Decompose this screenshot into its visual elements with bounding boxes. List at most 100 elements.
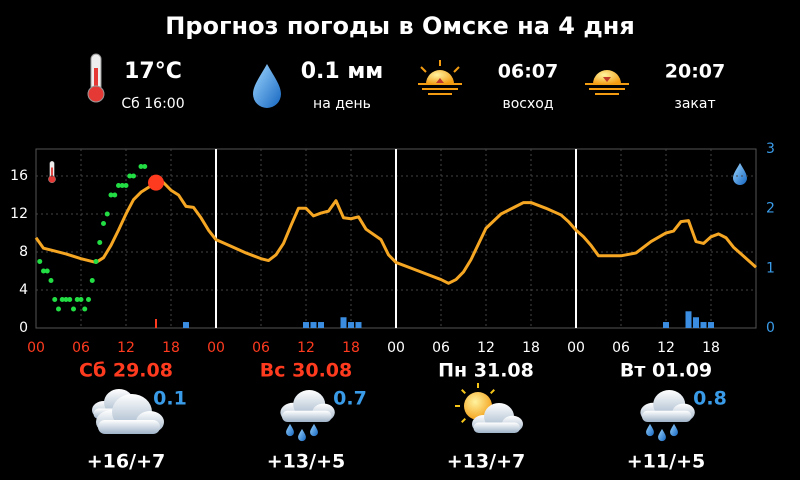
rain-drop [658,428,666,442]
stat-value: 06:07 [498,61,558,83]
observation-dot [101,220,106,226]
stat-caption: закат [674,96,715,112]
precip-axis-icon [733,163,747,185]
y-tick-label: 0 [19,320,28,336]
observation-dot [78,296,84,302]
x-tick-label: 12 [117,340,135,356]
observation-dot [63,296,69,302]
rain-drop [298,428,306,442]
day-temps: +11/+5 [627,451,705,473]
precip-bar [303,322,309,328]
x-tick-label: 18 [702,340,720,356]
x-tick-label: 00 [387,340,405,356]
current-marker [148,174,164,191]
sun-ray [461,418,466,423]
day-label: Вс 30.08 [260,360,352,382]
sunrise-icon [417,60,463,95]
observation-dot [138,163,144,169]
x-tick-label: 18 [522,340,540,356]
x-tick-label: 00 [27,340,45,356]
y-tick-label: 16 [10,168,28,184]
temp-axis-icon [48,160,56,184]
observation-dot [71,306,76,312]
y2-tick-label: 0 [766,320,775,336]
y2-tick-label: 1 [766,260,775,276]
y-tick-label: 12 [10,206,28,222]
day-label: Сб 29.08 [79,360,173,382]
precip-bar [685,311,692,328]
observation-dot [108,192,114,198]
stat-value: 0.1 мм [301,59,384,84]
x-tick-label: 12 [657,340,675,356]
observation-dot [131,173,136,179]
y2-tick-label: 3 [766,141,775,157]
observation-dot [37,258,43,264]
x-tick-label: 06 [612,340,630,356]
observation-dot [123,182,129,188]
drop-icon [253,64,281,108]
day-label: Вт 01.09 [620,360,712,382]
stat-value: 17°C [124,59,182,84]
rain-drop [670,423,678,437]
stat-caption: на день [313,96,371,112]
observation-dot [82,306,88,312]
observation-dot [119,182,125,188]
x-tick-label: 06 [72,340,90,356]
cloud [640,390,695,422]
x-tick-label: 12 [477,340,495,356]
thermometer-icon [87,53,105,103]
observation-dot [74,296,80,302]
day-temps: +13/+5 [267,451,345,473]
rain-drop [286,423,294,437]
observation-dot [127,173,133,179]
y-tick-label: 8 [19,244,28,260]
precip-bar [700,322,707,328]
x-tick-label: 12 [297,340,315,356]
day-temps: +16/+7 [87,451,165,473]
precip-bar [693,317,699,328]
observation-dot [93,258,99,264]
observation-dot [104,211,110,217]
stat-caption: восход [502,96,553,112]
x-tick-label: 00 [207,340,225,356]
observation-dot [89,277,95,283]
observation-dot [59,296,65,302]
x-tick-label: 18 [162,340,180,356]
precip-bar [708,322,714,328]
observation-dot [97,239,103,245]
rain-drop [646,423,654,437]
days: Сб 29.08 0.1 +16/+7 Вс 30.08 0.7 +13/+5 Пн 31.… [79,360,727,473]
observation-dot [52,296,58,302]
sun-ray [461,389,466,394]
day-precip: 0.8 [693,388,727,410]
observation-dot [41,268,46,274]
precip-bar [310,322,317,328]
weather-icon [455,383,523,433]
day-temps: +13/+7 [447,451,525,473]
precip-bar [318,322,324,328]
sun-ray [490,389,495,394]
observation-dot [56,306,61,312]
title: Прогноз погоды в Омске на 4 дня [165,12,634,40]
precip-bar [340,317,347,328]
stat-value: 20:07 [665,61,725,83]
x-tick-label: 06 [432,340,450,356]
cloud [280,390,335,422]
observation-dot [112,192,118,198]
observation-dot [67,296,73,302]
day-label: Пн 31.08 [438,360,534,382]
y-tick-label: 4 [19,282,28,298]
observation-dot [48,277,54,283]
observation-dot [86,296,91,302]
rain-drop [310,423,318,437]
day-precip: 0.7 [333,388,367,410]
x-tick-label: 06 [252,340,270,356]
observation-dot [116,182,121,188]
day-precip: 0.1 [153,388,187,410]
weather-icon [640,390,695,442]
stat-caption: Сб 16:00 [121,96,184,112]
precip-bar [663,322,669,328]
y2-tick-label: 2 [766,201,775,217]
